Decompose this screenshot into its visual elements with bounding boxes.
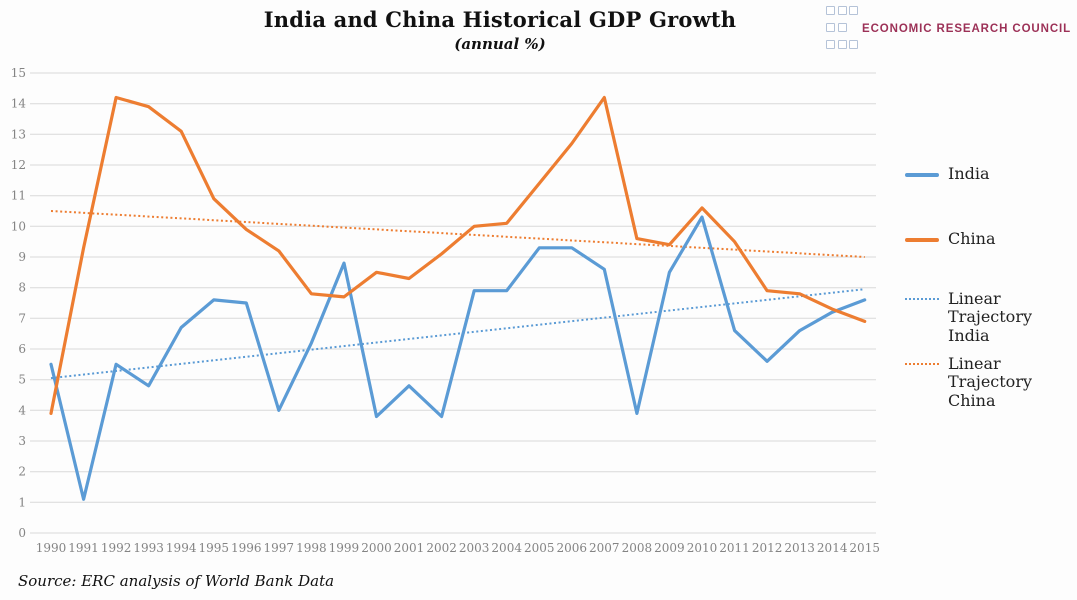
- y-tick-label: 1: [18, 495, 26, 509]
- series-linear-trajectory-india: [50, 288, 865, 380]
- logo-square-icon: [837, 40, 847, 49]
- series-china: [49, 95, 867, 415]
- x-tick-label: 1999: [329, 541, 360, 555]
- x-tick-label: 1991: [68, 541, 99, 555]
- x-tick-label: 1998: [296, 541, 327, 555]
- y-tick-label: 3: [18, 434, 26, 448]
- x-tick-label: 2003: [459, 541, 490, 555]
- x-axis-labels: 1990 1991 1992 1993 1994 1995 1996 1997 1998 1999…: [36, 541, 880, 555]
- y-tick-label: 6: [18, 342, 26, 356]
- x-tick-label: 2001: [394, 541, 425, 555]
- chart-subtitle: (annual %): [454, 35, 546, 53]
- x-tick-label: 1990: [36, 541, 67, 555]
- x-tick-label: 1992: [101, 541, 132, 555]
- x-tick-label: 2012: [752, 541, 783, 555]
- logo-square-icon: [826, 23, 835, 32]
- x-tick-label: 2015: [849, 541, 880, 555]
- x-tick-label: 1996: [231, 541, 262, 555]
- x-tick-label: 2013: [784, 541, 815, 555]
- x-tick-label: 1997: [264, 541, 295, 555]
- y-tick-label: 13: [11, 127, 26, 141]
- y-tick-label: 14: [11, 97, 27, 111]
- x-tick-label: 2010: [687, 541, 718, 555]
- logo-square-icon: [849, 6, 858, 15]
- logo-square-icon: [837, 6, 847, 15]
- y-tick-label: 10: [11, 219, 26, 233]
- y-tick-label: 9: [18, 250, 26, 264]
- x-tick-label: 2014: [817, 541, 848, 555]
- logo-square-icon: [826, 6, 835, 15]
- x-tick-label: 2009: [654, 541, 685, 555]
- logo-square-icon: [849, 40, 858, 49]
- x-tick-label: 1995: [199, 541, 230, 555]
- y-tick-label: 12: [11, 158, 26, 172]
- x-tick-label: 1993: [133, 541, 164, 555]
- chart-header: India and China Historical GDP Growth (a…: [0, 7, 1000, 53]
- y-tick-label: 4: [18, 403, 26, 417]
- chart-title: India and China Historical GDP Growth: [263, 7, 737, 32]
- y-tick-label: 2: [18, 465, 26, 479]
- x-tick-label: 2002: [426, 541, 457, 555]
- x-tick-label: 2005: [524, 541, 555, 555]
- x-tick-label: 2000: [361, 541, 392, 555]
- erc-logo: ECONOMIC RESEARCH COUNCIL: [826, 6, 1076, 56]
- x-tick-label: 2011: [719, 541, 750, 555]
- x-tick-label: 2008: [622, 541, 653, 555]
- source-note: Source: ERC analysis of World Bank Data: [18, 572, 335, 590]
- gridlines: [30, 72, 876, 534]
- logo-wordmark: ECONOMIC RESEARCH COUNCIL: [862, 23, 1072, 35]
- logo-square-icon: [826, 40, 835, 49]
- y-tick-label: 11: [11, 189, 26, 203]
- series-linear-trajectory-china: [50, 210, 865, 258]
- y-tick-label: 0: [18, 526, 26, 540]
- y-tick-label: 7: [18, 311, 26, 325]
- y-tick-label: 8: [18, 281, 26, 295]
- x-tick-label: 2007: [589, 541, 620, 555]
- y-tick-label: 15: [11, 66, 26, 80]
- y-tick-label: 5: [18, 373, 26, 387]
- x-tick-label: 2004: [491, 541, 522, 555]
- x-tick-label: 2006: [557, 541, 588, 555]
- logo-square-icon: [837, 23, 847, 32]
- x-tick-label: 1994: [166, 541, 197, 555]
- series-india: [49, 215, 867, 501]
